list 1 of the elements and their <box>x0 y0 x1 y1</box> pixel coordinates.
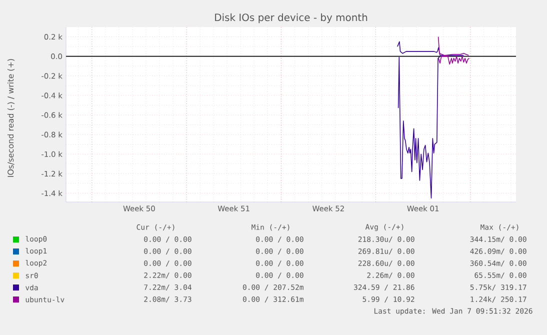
chart-title: Disk IOs per device - by month <box>215 13 368 24</box>
